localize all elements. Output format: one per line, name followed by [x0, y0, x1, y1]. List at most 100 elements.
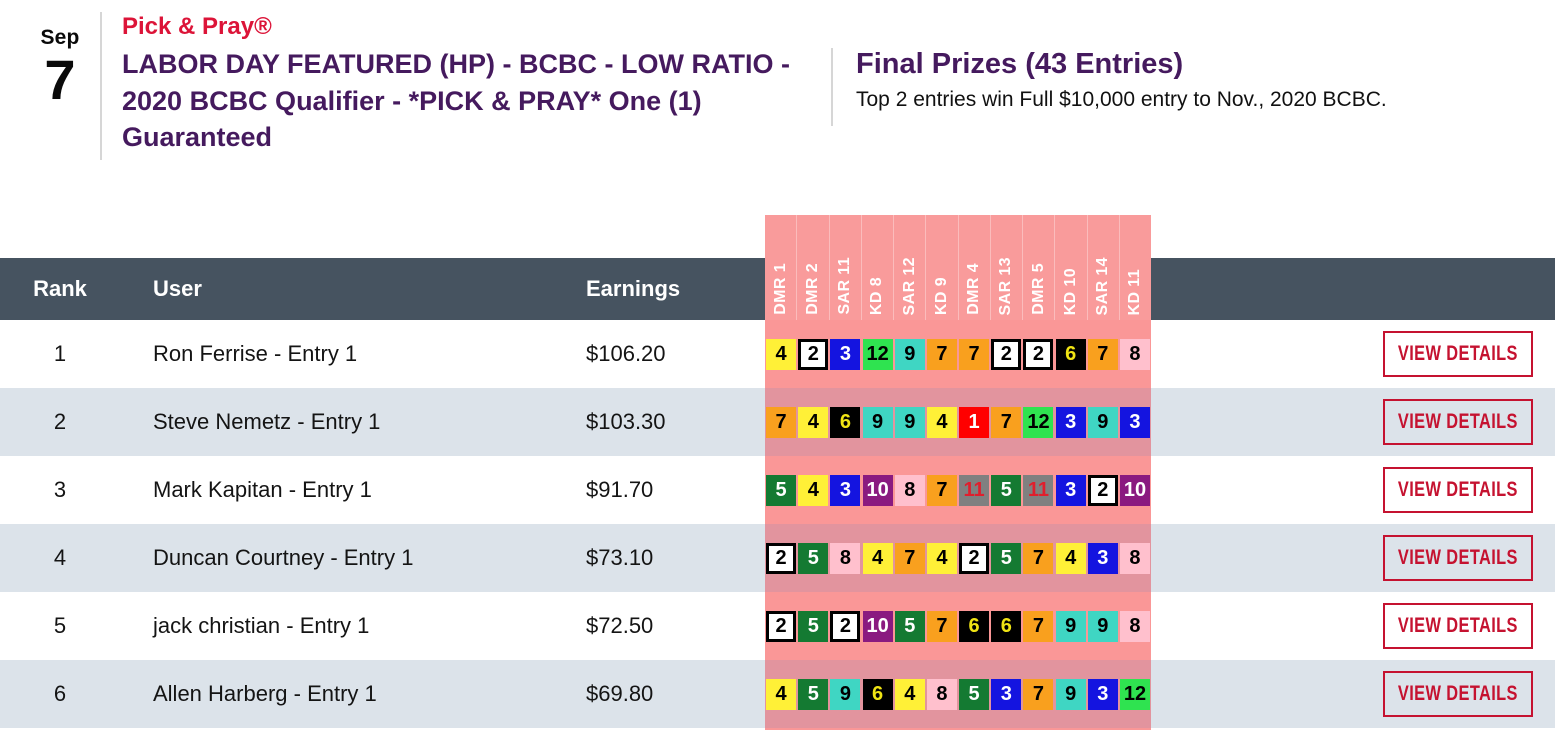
- pick-slot: 4: [765, 678, 797, 710]
- earnings-cell: $103.30: [586, 409, 666, 434]
- view-details-button[interactable]: VIEW DETAILS: [1383, 467, 1533, 513]
- pick-slot: 2: [765, 542, 797, 574]
- view-details-button[interactable]: VIEW DETAILS: [1383, 671, 1533, 717]
- pick-slot: 5: [894, 610, 926, 642]
- pick-slot: 6: [829, 406, 861, 438]
- race-label: SAR 13: [997, 256, 1015, 315]
- pick-slot: 3: [1087, 542, 1119, 574]
- saddle-cloth-pick: 12: [1119, 678, 1150, 710]
- saddle-cloth-pick: 8: [1119, 338, 1150, 370]
- prizes-description: Top 2 entries win Full $10,000 entry to …: [856, 88, 1387, 111]
- picks-cell: 2 5 2 10 5 7 6 6 7 9 9 8: [765, 592, 1151, 660]
- view-details-label: VIEW DETAILS: [1398, 682, 1518, 705]
- picks-cell-partial: [765, 728, 1151, 730]
- race-column: DMR 1: [765, 215, 796, 320]
- pick-slot: 4: [797, 474, 829, 506]
- pick-slot: 7: [990, 406, 1022, 438]
- view-details-button[interactable]: VIEW DETAILS: [1383, 331, 1533, 377]
- pick-slot: 5: [797, 678, 829, 710]
- page-header: Sep 7 Pick & Pray® LABOR DAY FEATURED (H…: [0, 0, 1555, 258]
- pick-slot: 3: [990, 678, 1022, 710]
- pick-slot: 7: [926, 610, 958, 642]
- event-date: Sep 7: [28, 26, 92, 108]
- saddle-cloth-pick: 9: [862, 406, 893, 438]
- race-label: DMR 1: [771, 263, 789, 315]
- pick-slot: 7: [926, 474, 958, 506]
- saddle-cloth-pick: 9: [894, 338, 925, 370]
- saddle-cloth-pick: 3: [1087, 542, 1118, 574]
- earnings-cell: $69.80: [586, 681, 654, 706]
- rank-cell: 6: [53, 681, 67, 706]
- pick-slot: 7: [958, 338, 990, 370]
- prizes-title: Final Prizes (43 Entries): [856, 48, 1184, 80]
- event-month: Sep: [40, 26, 80, 49]
- saddle-cloth-pick: 2: [1023, 338, 1054, 370]
- saddle-cloth-pick: 7: [1087, 338, 1118, 370]
- saddle-cloth-pick: 4: [766, 678, 797, 710]
- pick-slot: 2: [958, 542, 990, 574]
- pick-slot: 4: [765, 338, 797, 370]
- picks-cell: 7 4 6 9 9 4 1 7 12 3 9 3: [765, 388, 1151, 456]
- saddle-cloth-pick: 5: [991, 474, 1022, 506]
- pick-slot: 5: [990, 474, 1022, 506]
- column-header-earnings: Earnings: [586, 276, 681, 301]
- race-column: KD 11: [1118, 215, 1151, 320]
- table-row: 2 Steve Nemetz - Entry 1 $103.30 7 4 6 9 9 4 1 7 12…: [0, 388, 1555, 456]
- saddle-cloth-pick: 5: [894, 610, 925, 642]
- pick-slot: 2: [1022, 338, 1054, 370]
- view-details-button[interactable]: VIEW DETAILS: [1383, 603, 1533, 649]
- pick-slot: 4: [797, 406, 829, 438]
- rank-cell: 4: [53, 545, 67, 570]
- race-column: DMR 5: [1022, 215, 1054, 320]
- rank-cell: 1: [53, 341, 67, 366]
- saddle-cloth-pick: 10: [1119, 474, 1150, 506]
- rank-cell: 2: [53, 409, 67, 434]
- user-cell: Steve Nemetz - Entry 1: [153, 409, 381, 434]
- pick-slot: 8: [894, 474, 926, 506]
- prizes-divider: [831, 48, 833, 126]
- pick-slot: 4: [926, 406, 958, 438]
- saddle-cloth-pick: 7: [991, 406, 1022, 438]
- saddle-cloth-pick: 7: [766, 406, 797, 438]
- saddle-cloth-pick: 7: [959, 338, 990, 370]
- pick-slot: 2: [829, 610, 861, 642]
- user-cell: Ron Ferrise - Entry 1: [153, 341, 358, 366]
- contest-type-label: Pick & Pray®: [122, 13, 272, 40]
- view-details-label: VIEW DETAILS: [1398, 478, 1518, 501]
- race-label: SAR 11: [836, 257, 854, 315]
- table-row: 4 Duncan Courtney - Entry 1 $73.10 2 5 8 4 7 4 2 5…: [0, 524, 1555, 592]
- pick-slot: 10: [862, 474, 894, 506]
- saddle-cloth-pick: 5: [766, 474, 797, 506]
- saddle-cloth-pick: 4: [766, 338, 797, 370]
- view-details-label: VIEW DETAILS: [1398, 410, 1518, 433]
- saddle-cloth-pick: 2: [798, 338, 829, 370]
- race-column: KD 10: [1054, 215, 1086, 320]
- view-details-button[interactable]: VIEW DETAILS: [1383, 535, 1533, 581]
- earnings-cell: $106.20: [586, 341, 666, 366]
- pick-slot: 4: [862, 542, 894, 574]
- pick-slot: 6: [990, 610, 1022, 642]
- table-row: 6 Allen Harberg - Entry 1 $69.80 4 5 9 6 4 8 5 3 7 9…: [0, 660, 1555, 728]
- pick-slot: 7: [1022, 678, 1054, 710]
- race-column: SAR 11: [828, 215, 861, 320]
- saddle-cloth-pick: 8: [830, 542, 861, 574]
- saddle-cloth-pick: 7: [926, 610, 957, 642]
- pick-slot: 7: [765, 406, 797, 438]
- leaderboard: DMR 1 DMR 2 SAR 11 KD 8 SAR 12 KD 9 DMR 4 SAR 1…: [0, 215, 1555, 730]
- column-header-user: User: [153, 276, 202, 301]
- saddle-cloth-pick: 7: [894, 542, 925, 574]
- race-label: DMR 4: [965, 263, 983, 315]
- race-label: DMR 2: [803, 263, 821, 315]
- pick-slot: 8: [829, 542, 861, 574]
- saddle-cloth-pick: 8: [926, 678, 957, 710]
- column-header-rank: Rank: [33, 276, 87, 301]
- saddle-cloth-pick: 9: [1087, 610, 1118, 642]
- saddle-cloth-pick: 3: [1119, 406, 1150, 438]
- pick-slot: 9: [862, 406, 894, 438]
- pick-slot: 2: [765, 610, 797, 642]
- saddle-cloth-pick: 9: [1055, 678, 1086, 710]
- saddle-cloth-pick: 2: [830, 610, 861, 642]
- saddle-cloth-pick: 8: [1119, 610, 1150, 642]
- race-column: KD 9: [925, 215, 957, 320]
- view-details-button[interactable]: VIEW DETAILS: [1383, 399, 1533, 445]
